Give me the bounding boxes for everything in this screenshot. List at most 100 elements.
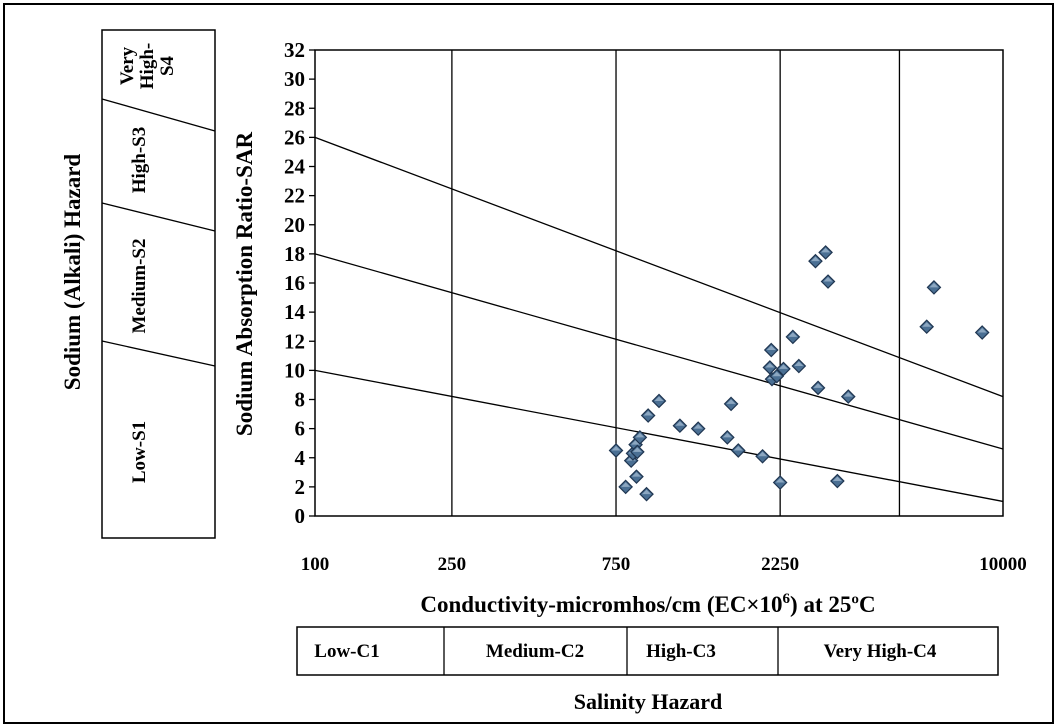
y-tick-label: 26: [284, 125, 305, 149]
x-tick-label: 750: [602, 554, 631, 575]
data-point-highlight: [758, 451, 768, 457]
data-point-highlight: [621, 482, 631, 487]
data-point-highlight: [643, 411, 653, 416]
data-point: [618, 479, 634, 495]
data-point: [629, 444, 645, 460]
data-point-highlight: [832, 476, 842, 482]
figure-frame: [3, 3, 1054, 724]
data-point-highlight: [929, 282, 939, 288]
band-label-s2: Medium-S2: [129, 239, 150, 334]
y-tick-label: 18: [284, 242, 305, 266]
y-tick-label: 6: [295, 417, 306, 441]
band-label-s4-line2: High-: [137, 43, 158, 89]
y-tick-label: 32: [284, 38, 305, 62]
y-tick-label: 2: [295, 475, 306, 499]
plot-background: [315, 50, 1003, 516]
data-point-highlight: [772, 371, 782, 377]
y-tick-label: 24: [284, 155, 306, 179]
data-point-highlight: [778, 364, 788, 369]
x-tick-label: 2250: [761, 554, 799, 575]
data-point: [830, 473, 845, 489]
data-point: [672, 418, 688, 434]
data-point-highlight: [775, 478, 785, 483]
data-point: [639, 486, 654, 502]
y-tick-label: 22: [284, 184, 305, 208]
data-point: [763, 342, 779, 358]
sodium-divider: [101, 202, 216, 232]
salinity-hazard-title: Salinity Hazard: [574, 689, 723, 714]
data-point-highlight: [632, 447, 642, 452]
data-point-highlight: [733, 445, 743, 451]
y-tick-label: 20: [284, 213, 305, 237]
sodium-hazard-title: Sodium (Alkali) Hazard: [60, 154, 85, 391]
data-point-highlight: [693, 424, 703, 429]
boundary-lines: [314, 136, 1004, 503]
data-point-highlight: [654, 396, 664, 401]
data-point: [723, 396, 739, 412]
y-tick-label: 28: [284, 96, 305, 120]
data-point: [632, 430, 648, 445]
x-tick-label: 100: [301, 554, 330, 575]
data-point: [810, 380, 826, 396]
data-point: [840, 389, 856, 404]
data-points: [608, 245, 990, 502]
salinity-category-table: Low-C1 Medium-C2 High-C3 Very High-C4: [296, 626, 999, 676]
y-tick-label: 4: [295, 446, 306, 470]
x-axis-ticks: 100 250 750 2250 10000: [301, 554, 1027, 575]
data-point: [772, 475, 788, 490]
y-tick-label: 14: [284, 300, 306, 324]
salinity-cat-c2: Medium-C2: [486, 641, 584, 662]
sodium-hazard-panel: Low-S1 Medium-S2 High-S3 Very High- S4 S…: [60, 29, 216, 539]
sodium-divider: [101, 98, 216, 132]
data-point-marker: [818, 245, 833, 260]
y-tick-label: 8: [295, 388, 306, 412]
x-axis-title-superscript: 6: [783, 591, 791, 607]
y-tick-label: 30: [284, 67, 305, 91]
band-label-s1: Low-S1: [129, 421, 150, 483]
x-tick-label: 10000: [979, 554, 1027, 575]
data-point: [769, 368, 785, 384]
data-point: [919, 319, 935, 335]
salinity-cat-c1: Low-C1: [314, 641, 379, 662]
salinity-cat-c4: Very High-C4: [824, 641, 937, 662]
band-label-s4-line3: S4: [157, 55, 178, 76]
x-tick-label: 250: [438, 554, 467, 575]
data-point: [755, 448, 770, 464]
data-point: [808, 253, 823, 269]
y-axis-title: Sodium Absorption Ratio-SAR: [232, 132, 257, 437]
data-point-highlight: [821, 247, 831, 253]
sodium-divider: [101, 340, 216, 367]
data-point-highlight: [977, 328, 987, 333]
data-point: [791, 358, 807, 374]
x-axis-title-suffix: ) at 25ºC: [790, 592, 876, 617]
hazard-boundary-line: [314, 369, 1004, 503]
data-point-highlight: [794, 361, 804, 367]
data-point: [820, 274, 836, 289]
x-axis-title: Conductivity-micromhos/cm (EC×106) at 25…: [420, 591, 875, 617]
data-point-highlight: [611, 445, 621, 451]
grid-layer: [451, 50, 901, 516]
data-point-highlight: [922, 322, 932, 327]
data-point-highlight: [726, 399, 736, 404]
data-point-highlight: [765, 362, 775, 368]
data-point: [608, 443, 624, 458]
y-tick-label: 12: [284, 329, 305, 353]
band-label-s3: High-S3: [129, 127, 150, 194]
data-point: [776, 361, 791, 377]
salinity-table-border: [296, 626, 999, 676]
data-point-highlight: [788, 332, 798, 337]
data-point-highlight: [843, 392, 853, 397]
data-point-highlight: [766, 345, 776, 350]
y-tick-label: 10: [284, 358, 305, 382]
data-point: [730, 443, 746, 458]
x-axis-title-prefix: Conductivity-micromhos/cm (EC×10: [420, 592, 782, 617]
data-point: [785, 329, 801, 345]
hazard-boundary-line: [314, 253, 1004, 450]
data-point-highlight: [823, 277, 833, 282]
data-point: [629, 469, 644, 485]
data-point: [719, 430, 735, 445]
data-point: [818, 245, 833, 260]
data-point-highlight: [631, 440, 641, 445]
